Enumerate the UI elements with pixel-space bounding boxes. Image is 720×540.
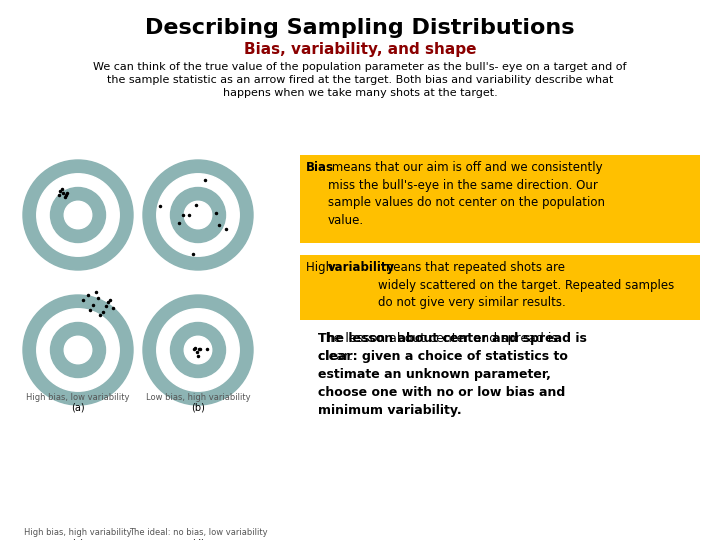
Text: variability: variability <box>328 261 395 274</box>
Circle shape <box>37 174 120 256</box>
Circle shape <box>37 309 120 392</box>
Bar <box>300 255 700 320</box>
Circle shape <box>143 160 253 270</box>
Circle shape <box>157 309 239 392</box>
Text: means that our aim is off and we consistently
miss the bull's-eye in the same di: means that our aim is off and we consist… <box>328 161 605 226</box>
Text: High: High <box>306 261 337 274</box>
Text: High bias, high variability: High bias, high variability <box>24 528 132 537</box>
Text: (d): (d) <box>191 538 205 540</box>
Text: The ideal: no bias, low variability: The ideal: no bias, low variability <box>129 528 267 537</box>
Text: (b): (b) <box>191 403 205 413</box>
Text: The lesson about center and spread is
clear: given a choice of statistics to
est: The lesson about center and spread is cl… <box>318 332 587 417</box>
Circle shape <box>171 187 225 242</box>
Circle shape <box>50 187 106 242</box>
Circle shape <box>64 336 91 364</box>
Text: (c): (c) <box>71 538 84 540</box>
Circle shape <box>184 201 212 229</box>
Text: means that repeated shots are
widely scattered on the target. Repeated samples
d: means that repeated shots are widely sca… <box>378 261 674 309</box>
Circle shape <box>64 201 91 229</box>
Text: Low bias, high variability: Low bias, high variability <box>145 393 251 402</box>
Circle shape <box>23 160 133 270</box>
Text: We can think of the true value of the population parameter as the bull's- eye on: We can think of the true value of the po… <box>94 62 626 98</box>
Circle shape <box>50 322 106 377</box>
Text: The lesson about center and spread is
clear:: The lesson about center and spread is cl… <box>318 332 558 363</box>
Text: Bias, variability, and shape: Bias, variability, and shape <box>244 42 476 57</box>
Circle shape <box>157 174 239 256</box>
Text: (a): (a) <box>71 403 85 413</box>
Text: Describing Sampling Distributions: Describing Sampling Distributions <box>145 18 575 38</box>
Circle shape <box>171 322 225 377</box>
Circle shape <box>184 336 212 364</box>
Text: Bias: Bias <box>306 161 334 174</box>
Circle shape <box>143 295 253 405</box>
Bar <box>300 155 700 243</box>
Text: High bias, low variability: High bias, low variability <box>26 393 130 402</box>
Circle shape <box>23 295 133 405</box>
